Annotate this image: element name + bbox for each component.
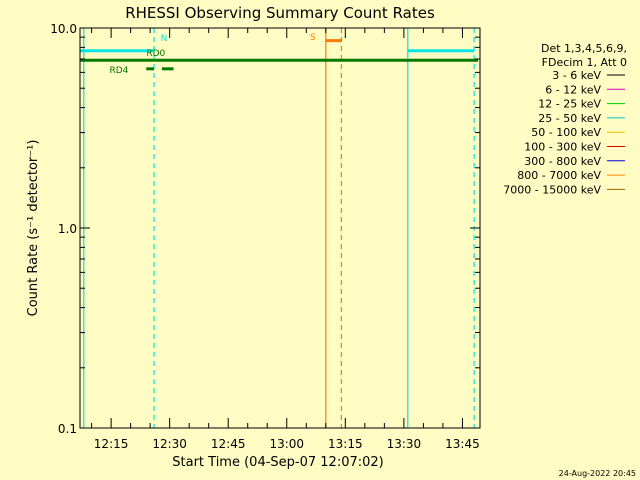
y-tick-label-1: 1.0: [58, 222, 77, 236]
legend-label-3: 25 - 50 keV: [538, 112, 601, 125]
marker-rd4: RD4: [109, 66, 128, 76]
axis-ticks: 0.1 1.0 10.0 12:15 12:30 12:45 13:00 13:15 13:30…: [50, 22, 480, 451]
legend-label-2: 12 - 25 keV: [538, 98, 601, 111]
legend-label-1: 6 - 12 keV: [545, 83, 601, 96]
plot-area: N RD0 RD4 S: [80, 28, 479, 428]
y-tick-label-2: 10.0: [50, 22, 77, 36]
marker-rd0: RD0: [146, 49, 165, 59]
legend-label-6: 300 - 800 keV: [524, 155, 601, 168]
marker-s: S: [310, 33, 316, 43]
x-tick-label-4: 13:15: [328, 437, 363, 451]
x-tick-label-1: 12:30: [152, 437, 187, 451]
legend: Det 1,3,4,5,6,9,FDecim 1, Att 03 - 6 keV…: [503, 42, 627, 196]
x-axis-label: Start Time (04-Sep-07 12:07:02): [172, 455, 383, 470]
x-tick-label-2: 12:45: [211, 437, 246, 451]
chart-title: RHESSI Observing Summary Count Rates: [125, 4, 435, 22]
x-tick-label-3: 13:00: [269, 437, 304, 451]
legend-label-0: 3 - 6 keV: [552, 69, 601, 82]
x-tick-label-0: 12:15: [94, 437, 129, 451]
x-tick-label-5: 13:30: [387, 437, 422, 451]
timestamp-footer: 24-Aug-2022 20:45: [559, 469, 636, 478]
marker-n: N: [161, 34, 168, 44]
legend-label-8: 7000 - 15000 keV: [503, 183, 601, 196]
legend-header-1: FDecim 1, Att 0: [542, 56, 627, 69]
legend-header-0: Det 1,3,4,5,6,9,: [541, 42, 627, 55]
legend-label-4: 50 - 100 keV: [531, 126, 601, 139]
y-axis-label: Count Rate (s⁻¹ detector⁻¹): [26, 140, 41, 317]
x-tick-label-6: 13:45: [445, 437, 480, 451]
y-tick-label-0: 0.1: [58, 422, 77, 436]
legend-label-5: 100 - 300 keV: [524, 141, 601, 154]
legend-label-7: 800 - 7000 keV: [517, 169, 601, 182]
